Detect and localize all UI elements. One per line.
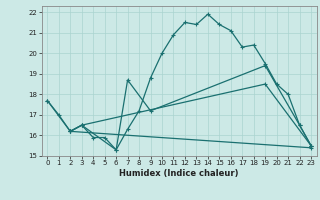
X-axis label: Humidex (Indice chaleur): Humidex (Indice chaleur) [119, 169, 239, 178]
